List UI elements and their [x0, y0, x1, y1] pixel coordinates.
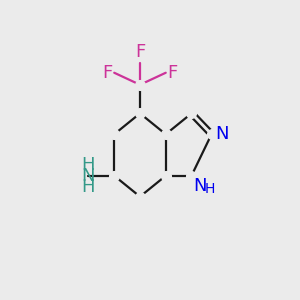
Text: H: H [82, 156, 95, 174]
Text: N: N [215, 125, 228, 143]
Text: N: N [82, 167, 95, 185]
Text: F: F [135, 43, 145, 61]
Text: N: N [193, 177, 206, 195]
Text: F: F [103, 64, 113, 82]
Text: F: F [167, 64, 177, 82]
Text: H: H [82, 178, 95, 196]
Text: H: H [204, 182, 215, 196]
